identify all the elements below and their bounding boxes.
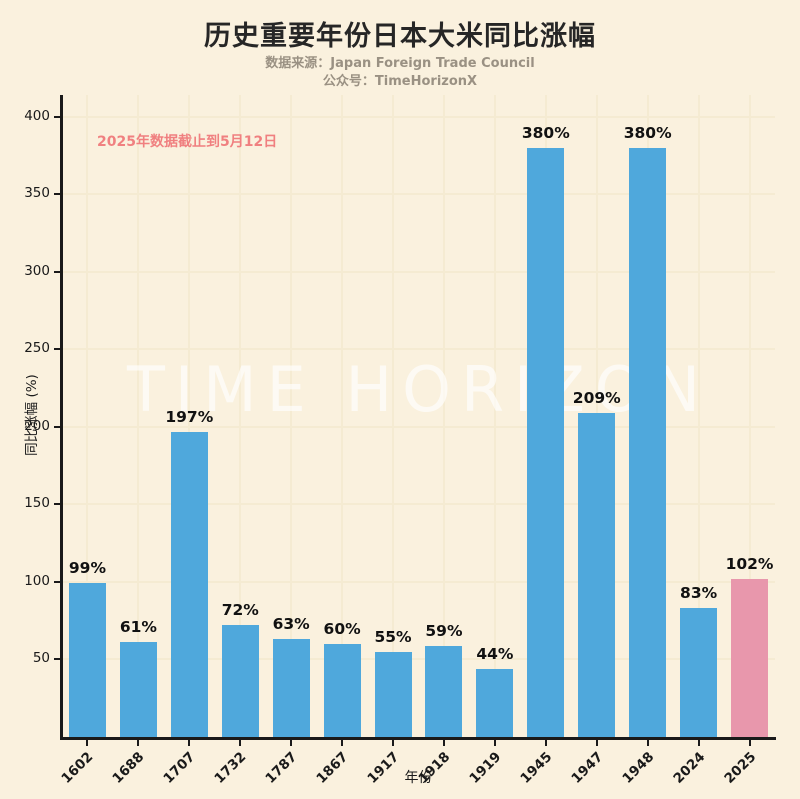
y-tick-mark (54, 503, 61, 506)
bar (272, 639, 310, 737)
gridline (442, 95, 445, 737)
x-axis-title: 年份 (404, 770, 433, 786)
gridline (62, 193, 775, 196)
gridline (137, 95, 140, 737)
gridline (62, 580, 775, 583)
bar (680, 608, 718, 737)
gridline (290, 95, 293, 737)
bar (425, 645, 463, 737)
x-tick-mark (748, 739, 751, 746)
y-tick-label: 300 (24, 262, 50, 279)
y-tick-label: 100 (24, 572, 50, 589)
gridline (86, 95, 89, 737)
x-tick-mark (646, 739, 649, 746)
bar-value-label: 72% (221, 601, 259, 620)
y-tick-label: 150 (24, 495, 50, 512)
bar-value-label: 380% (623, 123, 672, 142)
gridline (748, 95, 751, 737)
y-tick-label: 250 (24, 340, 50, 357)
bar (374, 651, 412, 737)
y-tick-mark (54, 658, 61, 661)
y-tick-mark (54, 425, 61, 428)
x-tick-mark (493, 739, 496, 746)
y-axis-title: 同比涨幅 (%) (24, 374, 40, 456)
y-tick-mark (54, 115, 61, 118)
y-tick-mark (54, 270, 61, 273)
gridline (62, 270, 775, 273)
bar-value-label: 44% (476, 644, 514, 663)
x-tick-mark (86, 739, 89, 746)
x-axis-line (60, 737, 776, 740)
x-tick-mark (290, 739, 293, 746)
bar-value-label: 83% (680, 584, 718, 603)
bar (323, 643, 361, 737)
gridline (239, 95, 242, 737)
bar-value-label: 209% (572, 388, 621, 407)
bar-value-label: 55% (374, 627, 412, 646)
gridline (697, 95, 700, 737)
annotation-note: 2025年数据截止到5月12日 (97, 134, 278, 150)
bar (119, 642, 157, 737)
bar-value-label: 61% (119, 618, 157, 637)
gridline (392, 95, 395, 737)
gridline (341, 95, 344, 737)
x-tick-mark (595, 739, 598, 746)
bar (221, 625, 259, 737)
bar-value-label: 380% (521, 123, 570, 142)
x-tick-mark (137, 739, 140, 746)
gridline (62, 658, 775, 661)
gridline (62, 115, 775, 118)
bar (170, 431, 208, 737)
plot-area: TIME HORIZON (62, 95, 775, 737)
x-tick-mark (239, 739, 242, 746)
y-tick-mark (54, 580, 61, 583)
x-tick-mark (442, 739, 445, 746)
bar-value-label: 197% (165, 407, 214, 426)
x-tick-mark (392, 739, 395, 746)
y-tick-label: 350 (24, 185, 50, 202)
y-tick-mark (54, 193, 61, 196)
x-tick-mark (188, 739, 191, 746)
bar (527, 147, 565, 737)
x-tick-mark (697, 739, 700, 746)
bar-value-label: 63% (272, 615, 310, 634)
bar-value-label: 59% (425, 621, 463, 640)
gridline (188, 95, 191, 737)
bar (476, 668, 514, 737)
bar (578, 412, 616, 737)
y-axis-line (60, 95, 63, 739)
x-tick-mark (544, 739, 547, 746)
bar (68, 583, 106, 737)
y-tick-label: 50 (32, 650, 50, 667)
chart-subtitle-source: 数据来源：Japan Foreign Trade Council (265, 56, 535, 71)
y-tick-label: 400 (24, 107, 50, 124)
bar-value-label: 102% (725, 554, 774, 573)
bar (629, 147, 667, 737)
gridline (62, 503, 775, 506)
x-tick-mark (341, 739, 344, 746)
y-tick-mark (54, 348, 61, 351)
bar-value-label: 60% (323, 619, 361, 638)
y-tick-label: 200 (24, 417, 50, 434)
bar (731, 578, 769, 737)
gridline (493, 95, 496, 737)
chart-title: 历史重要年份日本大米同比涨幅 (204, 21, 596, 52)
gridline (62, 425, 775, 428)
bar-value-label: 99% (68, 559, 106, 578)
chart-subtitle-account: 公众号：TimeHorizonX (322, 74, 478, 89)
gridline (62, 348, 775, 351)
